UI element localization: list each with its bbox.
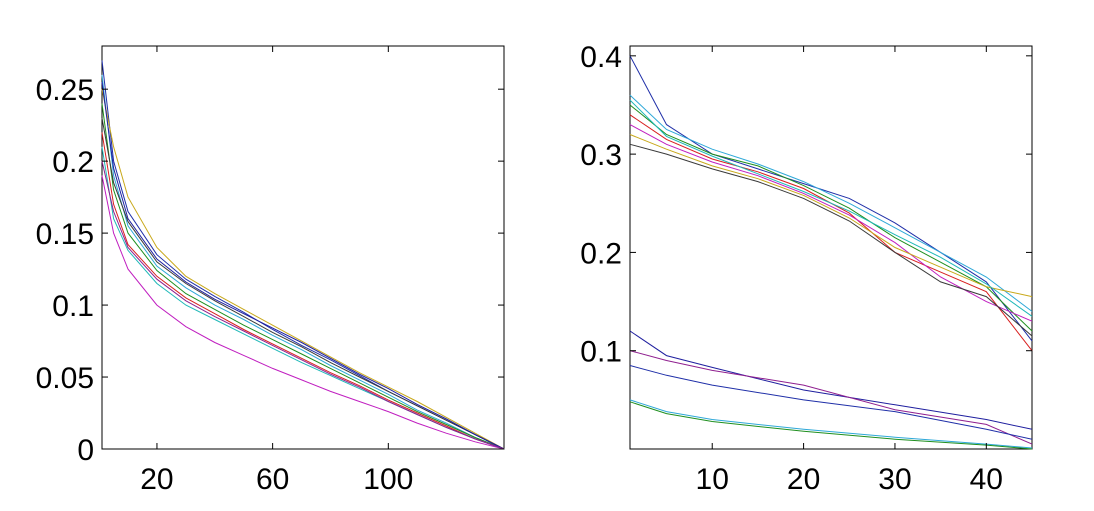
series-line [629,330,1033,430]
y-tick-label: 0.4 [580,41,622,74]
series-line [101,89,505,450]
x-tick-label: 30 [878,463,911,496]
series-line [101,103,505,450]
y-tick-label: 0.1 [580,336,622,369]
series-line [629,365,1033,440]
series-line [101,60,505,450]
series-line [629,401,1033,450]
series-line [629,350,1033,445]
x-tick-label: 10 [696,463,729,496]
series-line [101,117,505,450]
y-tick-label: 0.2 [52,146,94,179]
x-tick-label: 20 [787,463,820,496]
series-line [101,146,505,450]
y-tick-label: 0.15 [36,218,94,251]
series-line [101,175,505,450]
series-line [629,399,1033,449]
right-chart-panel: 0.1 0.2 0.3 0.4 10 20 30 40 [580,41,1033,496]
series-line [629,143,1033,337]
x-tick-label: 100 [363,463,413,496]
y-tick-label: 0.05 [36,362,94,395]
y-tick-label: 0.1 [52,290,94,323]
series-line [629,55,1033,342]
series-line [101,132,505,450]
series-line [101,81,505,450]
series-line [629,94,1033,312]
series-line [101,160,505,450]
plot-frame [101,45,505,450]
plot-frame [629,45,1033,450]
series-line [629,114,1033,352]
x-tick-label: 40 [970,463,1003,496]
series-line [101,74,505,450]
y-tick-label: 0.3 [580,139,622,172]
series-line [629,99,1033,317]
x-tick-label: 20 [140,463,173,496]
left-chart-panel: 0 0.05 0.1 0.15 0.2 0.25 20 60 100 [36,45,505,496]
series-line [629,104,1033,332]
series-line [629,134,1033,298]
y-tick-label: 0.25 [36,74,94,107]
y-tick-label: 0 [77,434,94,467]
x-tick-label: 60 [256,463,289,496]
y-tick-label: 0.2 [580,237,622,270]
